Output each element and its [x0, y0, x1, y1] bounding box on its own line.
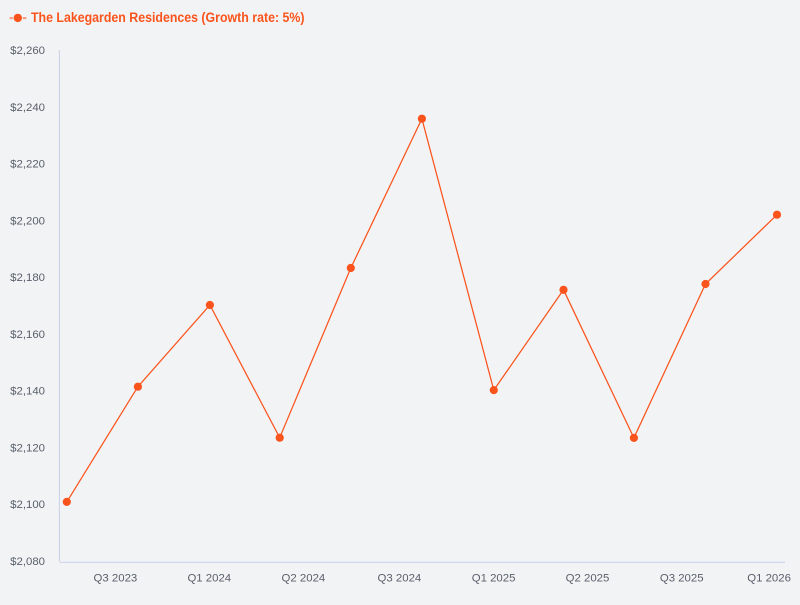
svg-text:$2,080: $2,080 [10, 556, 45, 568]
svg-text:$2,120: $2,120 [10, 442, 45, 454]
svg-text:$2,160: $2,160 [10, 329, 45, 341]
svg-text:$2,140: $2,140 [10, 386, 45, 398]
svg-text:Q2 2024: Q2 2024 [282, 572, 326, 584]
svg-text:The Lakegarden Residences (Gro: The Lakegarden Residences (Growth rate: … [31, 10, 305, 25]
svg-text:Q3 2025: Q3 2025 [660, 572, 704, 584]
svg-text:$2,200: $2,200 [10, 215, 45, 227]
svg-text:Q3 2023: Q3 2023 [94, 572, 138, 584]
svg-text:$2,260: $2,260 [10, 45, 45, 57]
svg-text:$2,100: $2,100 [10, 499, 45, 511]
svg-text:$2,240: $2,240 [10, 102, 45, 114]
svg-text:$2,220: $2,220 [10, 159, 45, 171]
svg-text:$2,180: $2,180 [10, 272, 45, 284]
svg-text:Q2 2025: Q2 2025 [566, 572, 610, 584]
svg-text:Q1 2026: Q1 2026 [747, 572, 791, 584]
svg-text:Q1 2025: Q1 2025 [472, 572, 516, 584]
svg-text:Q3 2024: Q3 2024 [378, 572, 422, 584]
svg-text:Q1 2024: Q1 2024 [187, 572, 231, 584]
